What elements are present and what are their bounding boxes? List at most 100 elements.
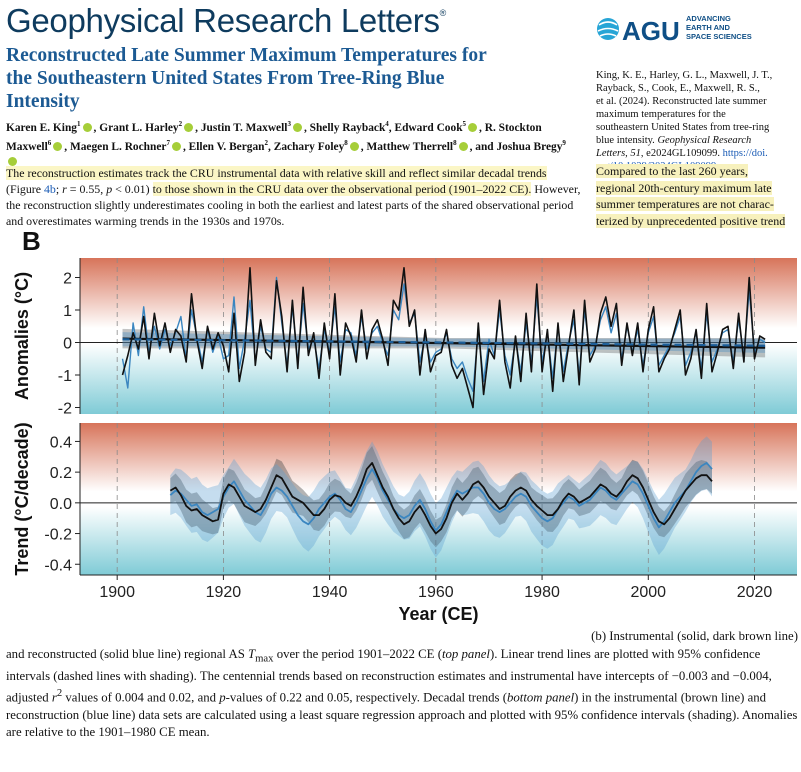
author-affiliation: 4 (385, 120, 389, 128)
x-tick-label: 1940 (312, 584, 348, 601)
author-affiliation: 8 (344, 138, 348, 147)
author-name[interactable]: Edward Cook (394, 121, 463, 134)
excerpt-rest: However, the reconstruction slightly und… (6, 182, 581, 228)
doi-link[interactable]: https://doi. (722, 148, 768, 159)
author-name[interactable]: Grant L. Harley (99, 121, 179, 134)
author-name[interactable]: R. Stockton Maxwell (6, 121, 542, 153)
y-axis-label: Trend (°C/decade) (12, 422, 32, 575)
citation-volume: Letters, 51 (596, 148, 641, 159)
callout-line: terized by unprecedented positive trend (596, 213, 786, 228)
tmax-subscript: max (255, 653, 274, 665)
caption-text: values of 0.004 and 0.02, and (62, 690, 220, 705)
author-list: Karen E. King1, Grant L. Harley2, Justin… (6, 117, 566, 170)
orcid-icon[interactable] (468, 123, 478, 133)
key-point-callout: Compared to the last 260 years, regional… (596, 163, 798, 229)
orcid-icon[interactable] (349, 141, 359, 151)
agu-tagline-2: EARTH AND (686, 23, 730, 32)
citation-line: southeastern United States from tree-rin… (596, 122, 770, 133)
author-name[interactable]: Ellen V. Bergan (188, 140, 265, 153)
citation-article-id: , e2024GL109099. (640, 148, 720, 159)
caption-text: ) in the instrumental (brown line) and r… (6, 690, 798, 740)
author-name[interactable]: Matthew Therrell (366, 140, 454, 153)
caption-italic: top panel (441, 646, 490, 661)
article-title[interactable]: Reconstructed Late Summer Maximum Temper… (6, 44, 566, 113)
y-tick-label: 0.0 (50, 496, 72, 513)
callout-line: regional 20th-century maximum late (596, 180, 772, 195)
instrumental-series (169, 461, 713, 535)
author-affiliation: 2 (264, 138, 269, 147)
citation-line: maximum temperatures for the (596, 109, 726, 120)
highlighted-excerpt: The reconstruction estimates track the C… (6, 165, 581, 229)
agu-abbrev: AGU (622, 16, 680, 46)
author-affiliation: 1 (77, 120, 81, 128)
y-tick-label: -1 (58, 368, 72, 385)
citation-line: et al. (2024). Reconstructed late summer (596, 96, 767, 107)
figure-4b: B -2 -1 0 1 2 Anomalies (°C) -0.4 -0.2 0.0 0.2 0.… (12, 228, 797, 624)
author-name[interactable]: Justin T. Maxwell (200, 121, 288, 134)
y-tick-label: 1 (63, 303, 72, 320)
orcid-icon[interactable] (184, 123, 194, 133)
y-tick-label: 0.4 (50, 434, 72, 451)
r2-symbol: r (51, 690, 57, 705)
citation-line: King, K. E., Harley, G. L., Maxwell, J. … (596, 70, 773, 81)
author-affiliation: 3 (287, 120, 291, 128)
caption-text: -values of 0.22 and 0.05, respectively. … (225, 690, 507, 705)
x-tick-label: 1980 (524, 584, 560, 601)
orcid-icon[interactable] (53, 141, 63, 151)
orcid-icon[interactable] (458, 141, 468, 151)
author-name[interactable]: and Joshua Bregy (475, 140, 563, 153)
x-axis-label: Year (CE) (398, 604, 478, 624)
citation-line: Rayback, S., Cook, E., Maxwell, R. S., (596, 83, 760, 94)
author-affiliation: 9 (562, 138, 566, 147)
registered-mark: ® (439, 8, 447, 18)
x-tick-label: 2020 (737, 584, 773, 601)
correlation-stats: ; r = 0.55, p < 0.01) (55, 182, 150, 196)
author-name[interactable]: Maegen L. Rochner (69, 140, 167, 153)
x-tick-label: 1960 (418, 584, 454, 601)
author-affiliation: 6 (47, 138, 52, 147)
linear-trend-line (122, 337, 766, 349)
agu-logo: AGU ADVANCING EARTH AND SPACE SCIENCES (597, 14, 752, 46)
r2-superscript: 2 (56, 688, 63, 700)
author-affiliation: 5 (462, 120, 467, 128)
journal-name: Geophysical Research Letters (6, 2, 440, 39)
author-affiliation: 7 (166, 138, 170, 147)
x-tick-label: 1920 (206, 584, 242, 601)
journal-title[interactable]: Geophysical Research Letters® (6, 2, 446, 40)
anomaly-panel: -2 -1 0 1 2 Anomalies (°C) (12, 258, 797, 418)
author-name[interactable]: Zachary Foley (273, 140, 345, 153)
title-line: Reconstructed Late Summer Maximum Temper… (6, 45, 487, 66)
x-tick-label: 2000 (630, 584, 666, 601)
caption-italic: bottom panel (506, 690, 575, 705)
author-affiliation: 2 (178, 120, 183, 128)
trend-panel: -0.4 -0.2 0.0 0.2 0.4 Trend (°C/decade) 1900 19… (12, 422, 797, 624)
panel-label: B (22, 228, 41, 256)
orcid-icon[interactable] (292, 123, 302, 133)
x-tick-label: 1900 (99, 584, 135, 601)
instrumental-series (121, 266, 766, 409)
agu-globe-icon (597, 18, 619, 40)
author-name[interactable]: Shelly Rayback (309, 121, 386, 134)
orcid-icon[interactable] (171, 141, 181, 151)
y-tick-label: 0 (63, 336, 72, 353)
panel-background (80, 258, 797, 414)
caption-text: over the period 1901–2022 CE ( (273, 646, 442, 661)
callout-line: summer temperatures are not charac- (596, 197, 774, 211)
citation-line: blue intensity. (596, 135, 655, 146)
p-symbol: p (219, 690, 226, 705)
figure-ref-prefix: (Figure (6, 182, 44, 196)
y-tick-label: 2 (63, 271, 72, 288)
y-tick-label: 0.2 (50, 465, 72, 482)
y-tick-label: -0.4 (44, 557, 72, 574)
figure-link[interactable]: 4b (43, 182, 56, 196)
title-line: Intensity (6, 91, 80, 112)
agu-tagline-1: ADVANCING (686, 14, 731, 23)
y-tick-label: -2 (58, 401, 72, 418)
caption-text: and reconstructed (solid blue line) regi… (6, 646, 249, 661)
author-name[interactable]: Karen E. King (6, 121, 77, 134)
agu-tagline-3: SPACE SCIENCES (686, 32, 752, 41)
orcid-icon[interactable] (82, 123, 92, 133)
figure-caption: (b) Instrumental (solid, dark brown line… (6, 628, 798, 742)
orcid-icon[interactable] (8, 156, 17, 166)
reconstruction-series (169, 461, 713, 532)
